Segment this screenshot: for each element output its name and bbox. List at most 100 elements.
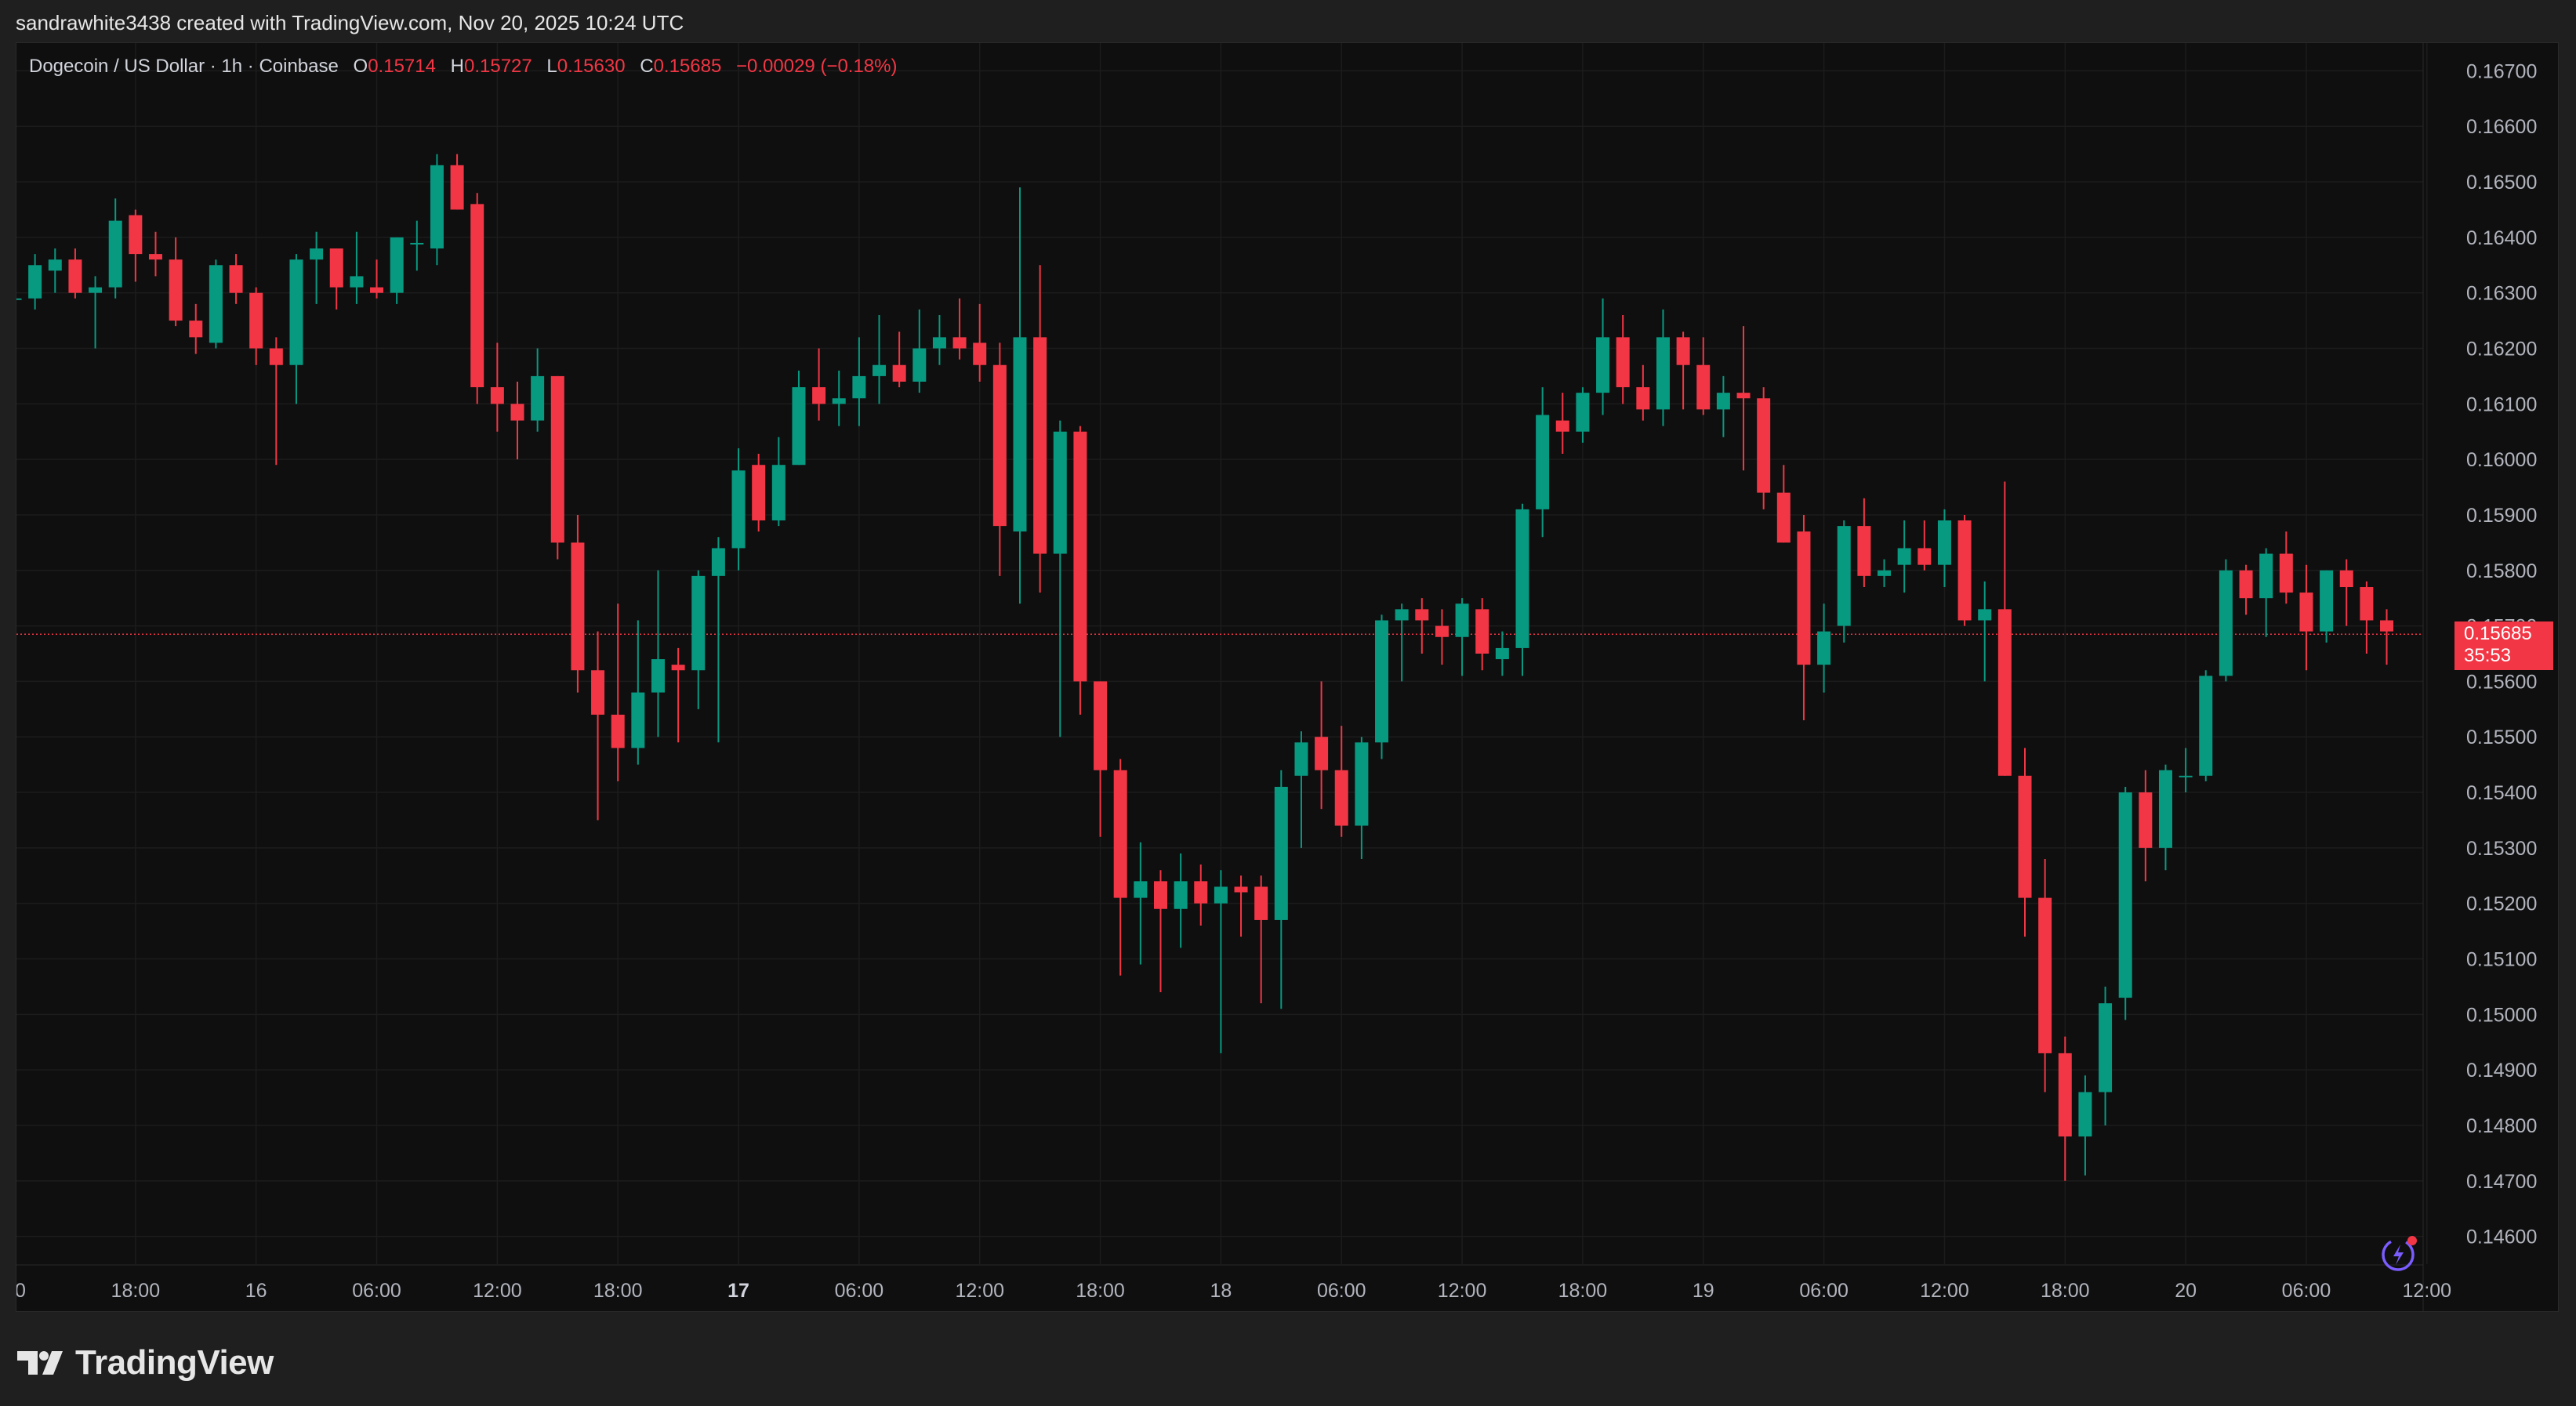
chart-frame[interactable]: 0.16700 0.16600 0.16500 0.16400 0.16300 0.162…	[16, 42, 2559, 1312]
candle	[1475, 598, 1489, 671]
candle	[68, 248, 82, 299]
candle-body	[1736, 393, 1751, 399]
candle	[892, 332, 906, 388]
candle-body	[229, 265, 243, 293]
price-tick-label: 0.15300	[2466, 838, 2537, 860]
candle	[310, 231, 324, 304]
price-tick-label: 0.16400	[2466, 227, 2537, 249]
candle	[2099, 986, 2113, 1125]
price-axis[interactable]: 0.16700 0.16600 0.16500 0.16400 0.16300 0.162…	[2466, 60, 2537, 1248]
candle-body	[1937, 520, 1951, 565]
candle	[89, 276, 103, 349]
candle-body	[2339, 570, 2353, 588]
time-tick-label: 12:00	[1920, 1280, 1969, 1302]
candle-body	[1294, 742, 1308, 776]
price-change: −0.00029 (−0.18%)	[736, 56, 898, 77]
time-tick-label: 06:00	[835, 1280, 884, 1302]
candle-body	[1013, 337, 1027, 532]
candle-body	[1094, 681, 1108, 770]
candle	[2199, 670, 2213, 781]
candle-body	[611, 714, 625, 748]
price-tick-label: 0.14900	[2466, 1060, 2537, 1082]
price-tick-label: 0.15900	[2466, 505, 2537, 527]
candle-body	[731, 470, 746, 549]
candle-body	[550, 375, 564, 543]
candle	[229, 254, 243, 304]
price-tick-label: 0.16200	[2466, 339, 2537, 361]
last-price-value: 0.15685	[2464, 623, 2532, 645]
low-value: 0.15630	[557, 56, 626, 77]
candle-body	[2018, 775, 2032, 898]
candle	[2179, 748, 2193, 793]
candle-body	[2139, 792, 2153, 848]
candle	[28, 254, 42, 310]
sparkle-assistant-icon[interactable]	[2378, 1231, 2422, 1275]
candle	[16, 298, 22, 300]
time-tick-label: 18:00	[1558, 1280, 1608, 1302]
candle	[1495, 631, 1509, 676]
candle-body	[873, 364, 887, 376]
candle	[189, 303, 203, 354]
candle	[2259, 548, 2273, 637]
brand-name: TradingView	[75, 1343, 274, 1382]
candle-body	[490, 387, 504, 404]
candle-body	[1214, 886, 1228, 904]
candle	[490, 342, 504, 432]
candle-body	[792, 387, 806, 466]
candle-body	[1857, 526, 1871, 576]
candle-body	[1616, 337, 1630, 388]
candle-body	[571, 542, 585, 671]
candle-body	[2058, 1053, 2072, 1137]
candle	[1636, 364, 1650, 421]
price-tick-label: 0.16100	[2466, 393, 2537, 415]
time-tick-label: 06:00	[352, 1280, 401, 1302]
candle-body	[1636, 387, 1650, 410]
candle-body	[1596, 337, 1610, 393]
candle-body	[1997, 609, 2012, 776]
candle	[2279, 531, 2293, 604]
attribution-text: sandrawhite3438 created with TradingView…	[16, 11, 684, 34]
candle	[1334, 726, 1348, 837]
candle	[2058, 1036, 2072, 1181]
candle	[1616, 315, 1630, 404]
candle	[792, 370, 806, 466]
close-value: 0.15685	[653, 56, 722, 77]
candle	[912, 309, 927, 393]
candle-body	[832, 398, 846, 404]
candle-body	[1153, 881, 1167, 909]
candle	[129, 209, 143, 282]
candle-body	[1073, 431, 1087, 682]
candle-body	[852, 375, 866, 399]
candle-body	[2380, 620, 2394, 632]
candle	[1957, 514, 1972, 626]
time-tick-label: 17	[727, 1280, 749, 1302]
candle	[752, 454, 766, 532]
candlestick-chart[interactable]: 0.16700 0.16600 0.16500 0.16400 0.16300 0.162…	[16, 43, 2558, 1311]
candle	[1415, 598, 1429, 654]
candle-body	[16, 298, 22, 300]
candle	[1234, 875, 1248, 937]
candle-body	[892, 364, 906, 382]
candle-body	[932, 337, 946, 349]
attribution-bar: sandrawhite3438 created with TradingView…	[0, 0, 2576, 42]
symbol-title[interactable]: Dogecoin / US Dollar · 1h · Coinbase	[29, 56, 339, 77]
candle	[430, 154, 444, 266]
time-axis[interactable]: 00 18:00 16 06:00 12:00 18:00 17 06:00 12:00 18:0…	[16, 1280, 2451, 1302]
candle-body	[1656, 337, 1670, 410]
candle	[289, 254, 303, 404]
candle-body	[410, 242, 424, 245]
candle-body	[1475, 609, 1489, 654]
candle	[2239, 564, 2253, 615]
brand[interactable]: TradingView	[17, 1343, 274, 1382]
candle-body	[350, 276, 364, 288]
low-label: L	[546, 56, 557, 77]
candle	[2299, 564, 2313, 671]
candle	[1776, 465, 1791, 543]
candle-body	[1757, 398, 1771, 493]
candle	[350, 231, 364, 304]
candle-body	[1776, 492, 1791, 543]
close-label: C	[640, 56, 654, 77]
price-tick-label: 0.14700	[2466, 1171, 2537, 1193]
candle-body	[2360, 587, 2374, 621]
candle	[1736, 326, 1751, 471]
